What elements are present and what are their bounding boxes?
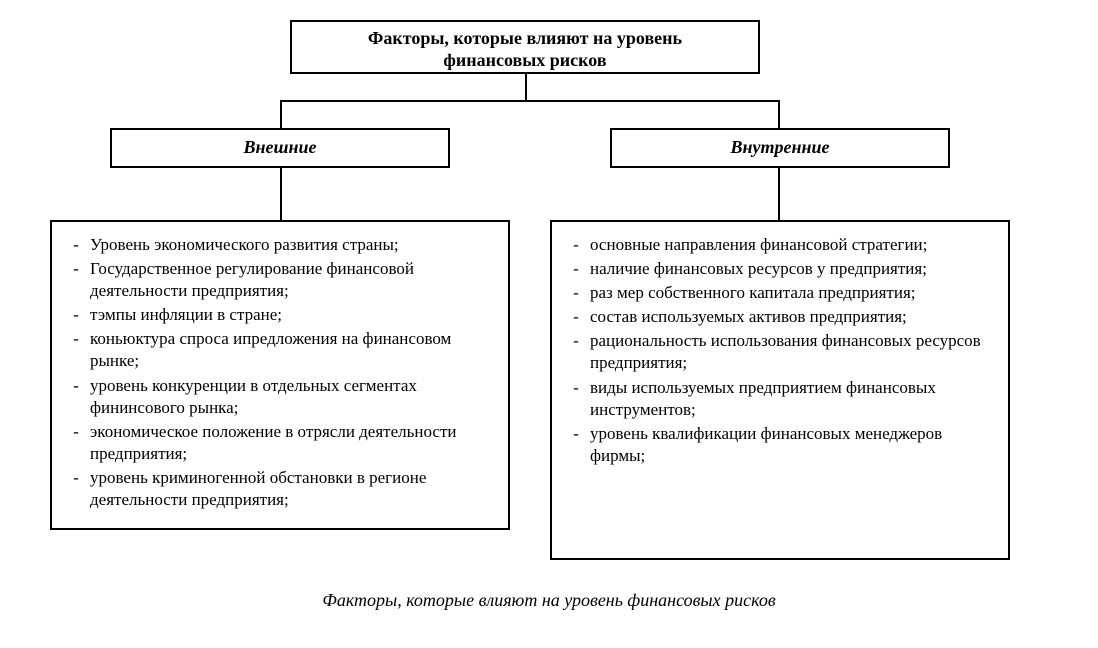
dash-icon: - <box>62 304 90 326</box>
item-text: тэмпы инфляции в стране; <box>90 304 494 326</box>
category-left-box: Внешние <box>110 128 450 168</box>
factors-diagram: Факторы, которые влияют на уровень финан… <box>20 20 1078 628</box>
item-text: уровень квалификации финансовых менеджер… <box>590 423 994 467</box>
dash-icon: - <box>62 234 90 256</box>
root-title-line2: финансовых рисков <box>302 50 748 72</box>
connector-cat-right-to-items <box>778 168 780 220</box>
item-text: Уровень экономического развития страны; <box>90 234 494 256</box>
item-text: наличие финансовых ресурсов у предприяти… <box>590 258 994 280</box>
list-item: -Уровень экономического развития страны; <box>62 234 494 256</box>
list-item: -экономическое положение в отрясли деяте… <box>62 421 494 465</box>
list-item: -наличие финансовых ресурсов у предприят… <box>562 258 994 280</box>
list-item: -виды используемых предприятием финансов… <box>562 377 994 421</box>
root-title-line1: Факторы, которые влияют на уровень <box>302 28 748 50</box>
category-left-label: Внешние <box>244 137 317 157</box>
item-text: уровень конкуренции в отдельных сегмента… <box>90 375 494 419</box>
item-text: рациональность использования финансовых … <box>590 330 994 374</box>
item-text: основные направления финансовой стратеги… <box>590 234 994 256</box>
dash-icon: - <box>562 282 590 304</box>
connector-horizontal <box>280 100 780 102</box>
list-item: -тэмпы инфляции в стране; <box>62 304 494 326</box>
dash-icon: - <box>562 423 590 445</box>
dash-icon: - <box>562 330 590 352</box>
list-item: -рациональность использования финансовых… <box>562 330 994 374</box>
connector-root-down <box>525 74 527 100</box>
category-right-box: Внутренние <box>610 128 950 168</box>
dash-icon: - <box>562 234 590 256</box>
dash-icon: - <box>62 421 90 443</box>
diagram-caption: Факторы, которые влияют на уровень финан… <box>20 590 1078 611</box>
list-item: -уровень квалификации финансовых менедже… <box>562 423 994 467</box>
category-right-label: Внутренние <box>731 137 830 157</box>
item-text: экономическое положение в отрясли деятел… <box>90 421 494 465</box>
list-item: -раз мер собственного капитала предприят… <box>562 282 994 304</box>
connector-to-cat-left <box>280 100 282 128</box>
item-text: виды используемых предприятием финансовы… <box>590 377 994 421</box>
item-text: раз мер собственного капитала предприяти… <box>590 282 994 304</box>
list-item: -уровень конкуренции в отдельных сегмент… <box>62 375 494 419</box>
item-text: уровень криминогенной обстановки в регио… <box>90 467 494 511</box>
item-text: Государственное регулирование финансовой… <box>90 258 494 302</box>
dash-icon: - <box>562 377 590 399</box>
dash-icon: - <box>62 467 90 489</box>
items-left-box: -Уровень экономического развития страны;… <box>50 220 510 530</box>
connector-cat-left-to-items <box>280 168 282 220</box>
dash-icon: - <box>62 258 90 280</box>
root-box: Факторы, которые влияют на уровень финан… <box>290 20 760 74</box>
list-item: -состав используемых активов предприятия… <box>562 306 994 328</box>
dash-icon: - <box>62 328 90 350</box>
dash-icon: - <box>562 306 590 328</box>
list-item: -Государственное регулирование финансово… <box>62 258 494 302</box>
list-item: -коньюктура спроса ипредложения на финан… <box>62 328 494 372</box>
list-item: -основные направления финансовой стратег… <box>562 234 994 256</box>
list-item: -уровень криминогенной обстановки в реги… <box>62 467 494 511</box>
items-right-box: -основные направления финансовой стратег… <box>550 220 1010 560</box>
item-text: состав используемых активов предприятия; <box>590 306 994 328</box>
connector-to-cat-right <box>778 100 780 128</box>
dash-icon: - <box>62 375 90 397</box>
item-text: коньюктура спроса ипредложения на финанс… <box>90 328 494 372</box>
dash-icon: - <box>562 258 590 280</box>
